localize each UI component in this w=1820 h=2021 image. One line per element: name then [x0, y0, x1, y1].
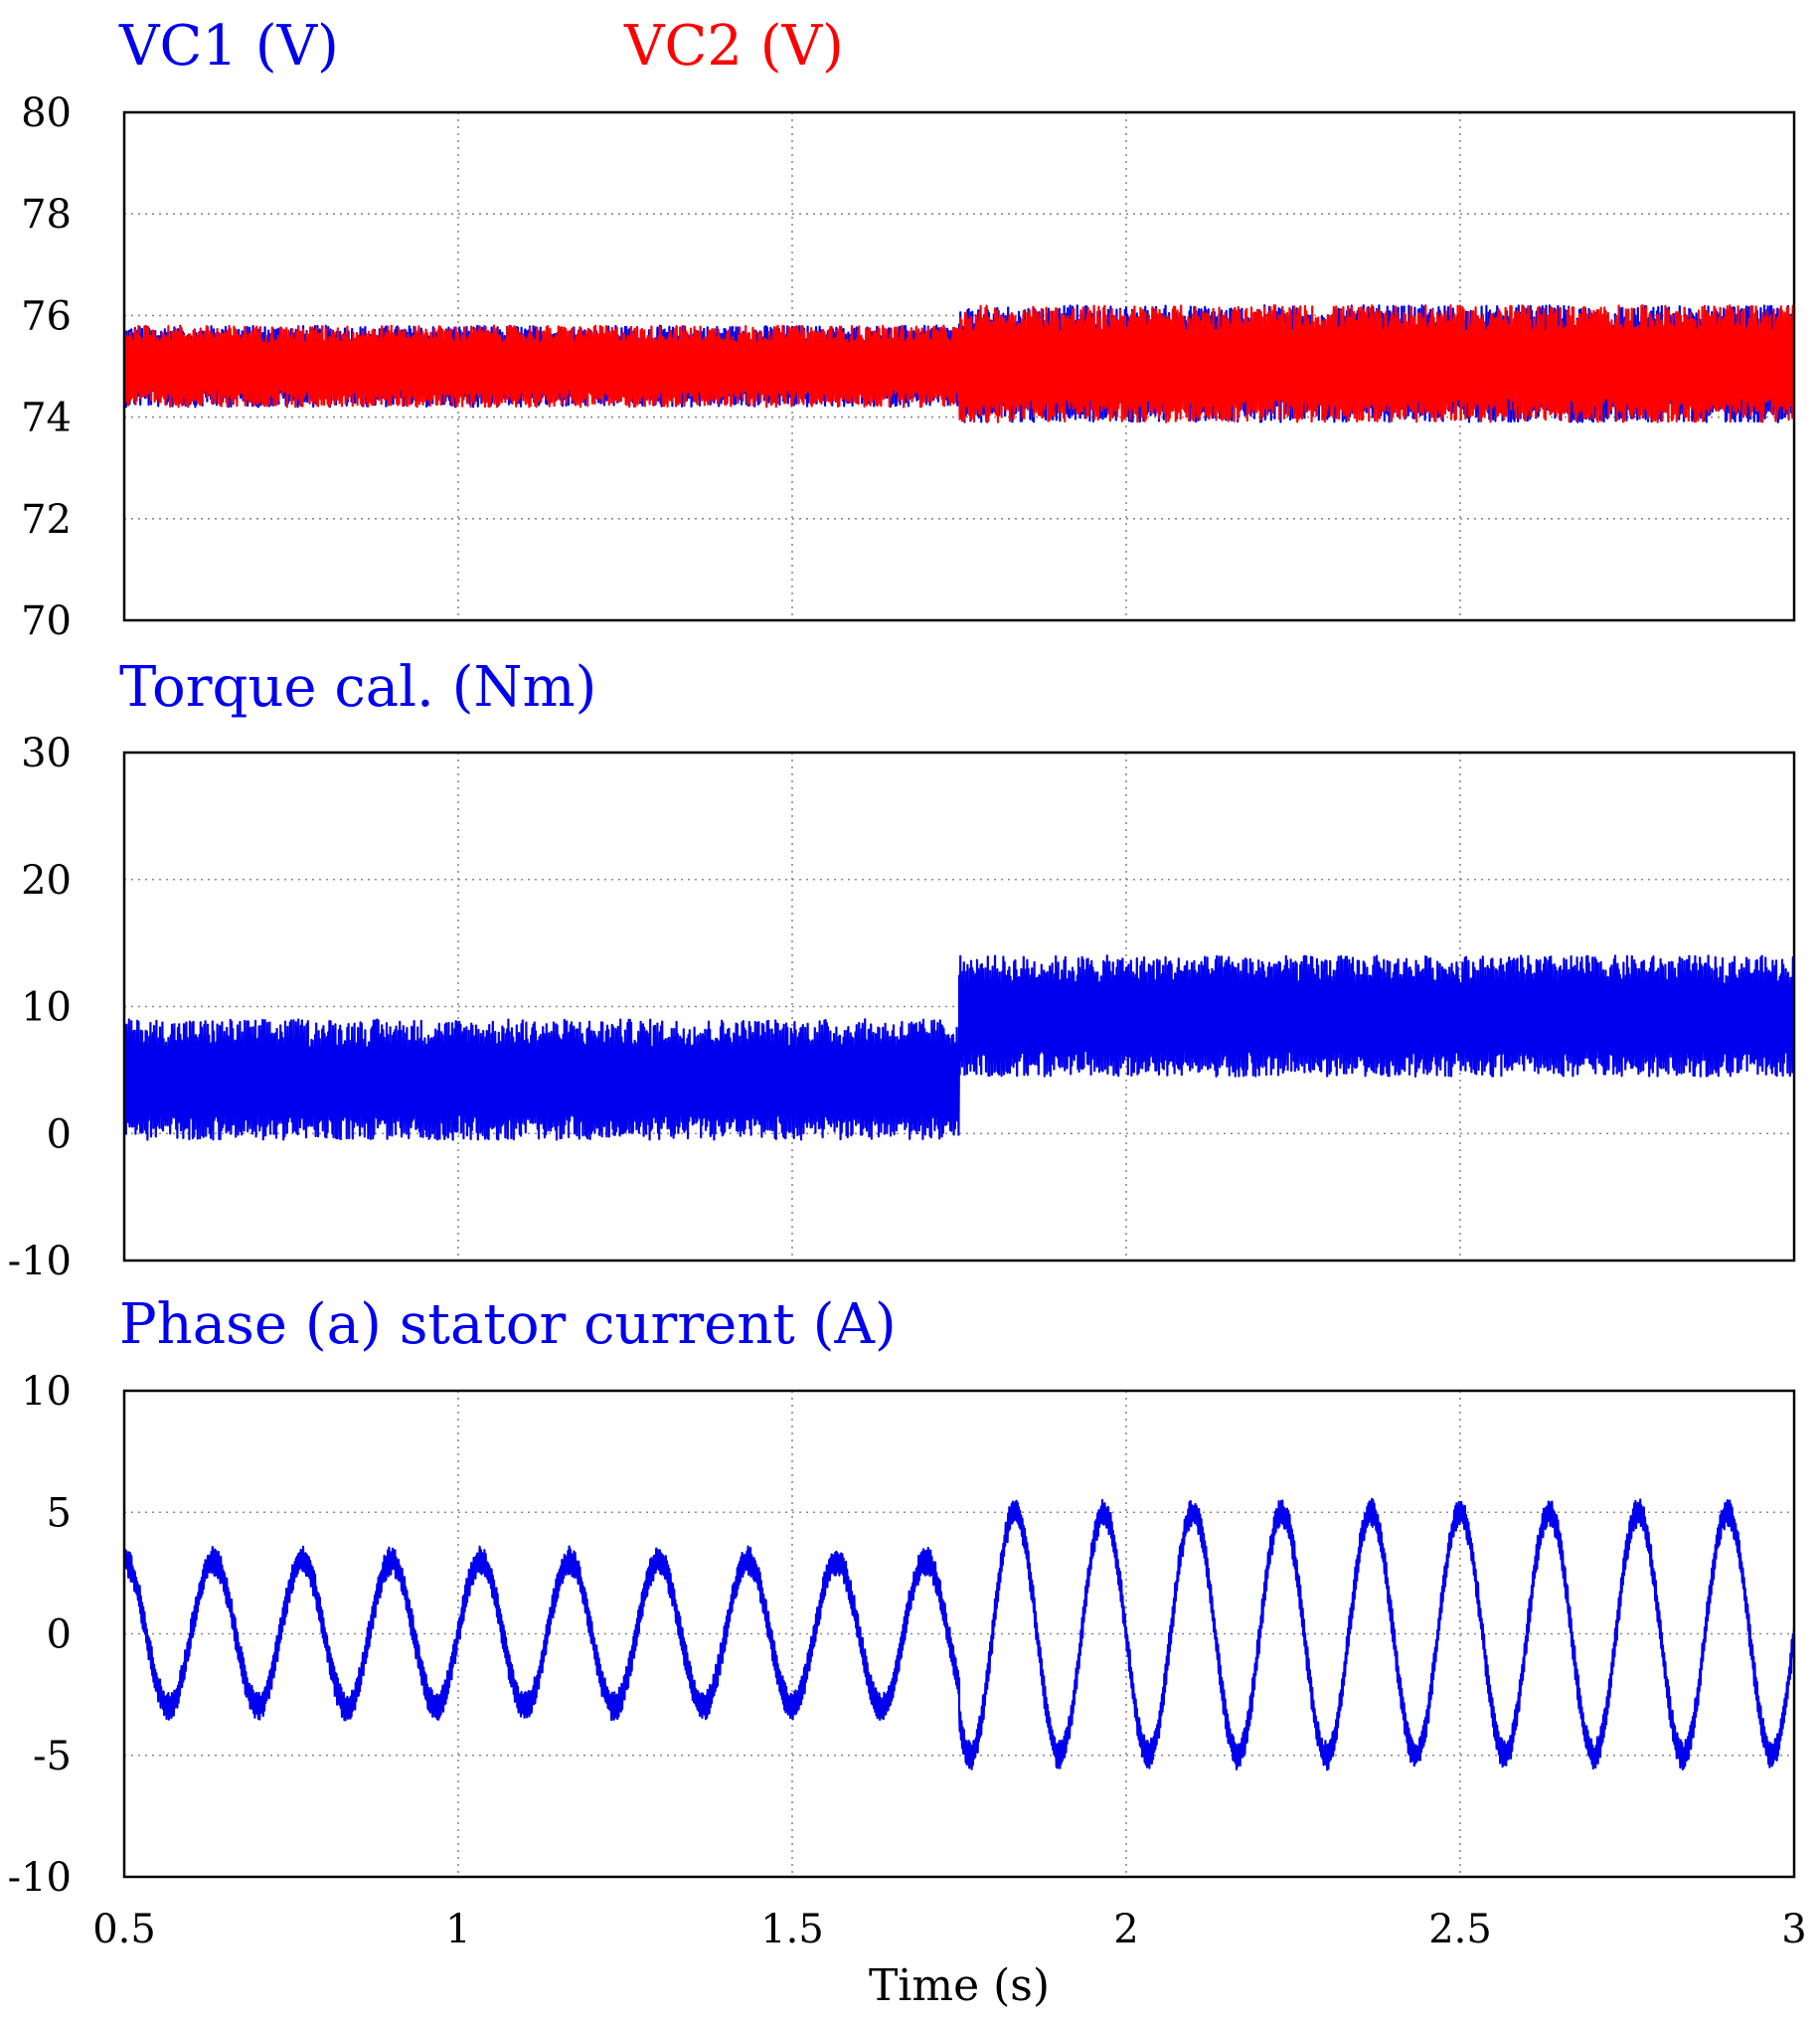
x-tick-label: 0.5 [92, 1907, 156, 1952]
y-tick-label: 10 [21, 985, 72, 1031]
panel-title-vc1: VC1 (V) [118, 14, 339, 79]
y-tick-label: 10 [21, 1369, 72, 1415]
x-tick-label: 2 [1113, 1907, 1138, 1952]
y-tick-label: 0 [47, 1111, 72, 1157]
series-line-0 [124, 1497, 1794, 1771]
plot-area [124, 1497, 1794, 1771]
plot-frame [122, 110, 1796, 622]
panel-title-vc2: VC2 (V) [623, 14, 844, 79]
y-tick-label: 78 [21, 192, 72, 238]
y-tick-labels: 70 72 74 76 78 80 [21, 90, 72, 644]
y-tick-label: 20 [21, 858, 72, 904]
y-tick-label: 70 [21, 598, 72, 644]
x-tick-label: 3 [1781, 1907, 1806, 1952]
plot-area [124, 954, 1794, 1141]
x-tick-labels: 0.5 1 1.5 2 2.5 3 [92, 1907, 1807, 1952]
plot-frame [122, 751, 1796, 1263]
panel-title-current: Phase (a) stator current (A) [119, 1292, 897, 1357]
stator-current-panel: Phase (a) stator current (A) -10 -5 0 5 10 0… [8, 1292, 1807, 1952]
y-tick-label: -10 [8, 1239, 72, 1284]
x-tick-label: 1.5 [760, 1907, 824, 1952]
y-tick-label: 80 [21, 90, 72, 136]
x-tick-label: 2.5 [1428, 1907, 1492, 1952]
y-tick-label: -5 [33, 1734, 72, 1779]
x-axis-label: Time (s) [869, 1960, 1050, 2011]
y-tick-label: 0 [47, 1612, 72, 1658]
y-tick-label: -10 [8, 1855, 72, 1901]
series-line-0 [124, 954, 1794, 1141]
y-tick-label: 30 [21, 731, 72, 776]
panel-title-torque: Torque cal. (Nm) [119, 655, 596, 720]
y-tick-label: 5 [47, 1490, 72, 1536]
y-tick-labels: -10 0 10 20 30 [8, 731, 72, 1284]
capacitor-voltage-panel: VC1 (V) VC2 (V) 70 72 74 76 78 80 [21, 14, 1796, 644]
x-tick-label: 1 [445, 1907, 470, 1952]
y-tick-label: 76 [21, 293, 72, 339]
torque-panel: Torque cal. (Nm) -10 0 10 20 30 [8, 655, 1796, 1284]
y-tick-label: 72 [21, 497, 72, 543]
plot-area [124, 304, 1794, 423]
plot-frame [122, 1389, 1796, 1879]
y-tick-labels: -10 -5 0 5 10 [8, 1369, 72, 1901]
series-line-1 [124, 304, 1794, 423]
y-tick-label: 74 [21, 396, 72, 441]
grid-lines [124, 1391, 1794, 1877]
